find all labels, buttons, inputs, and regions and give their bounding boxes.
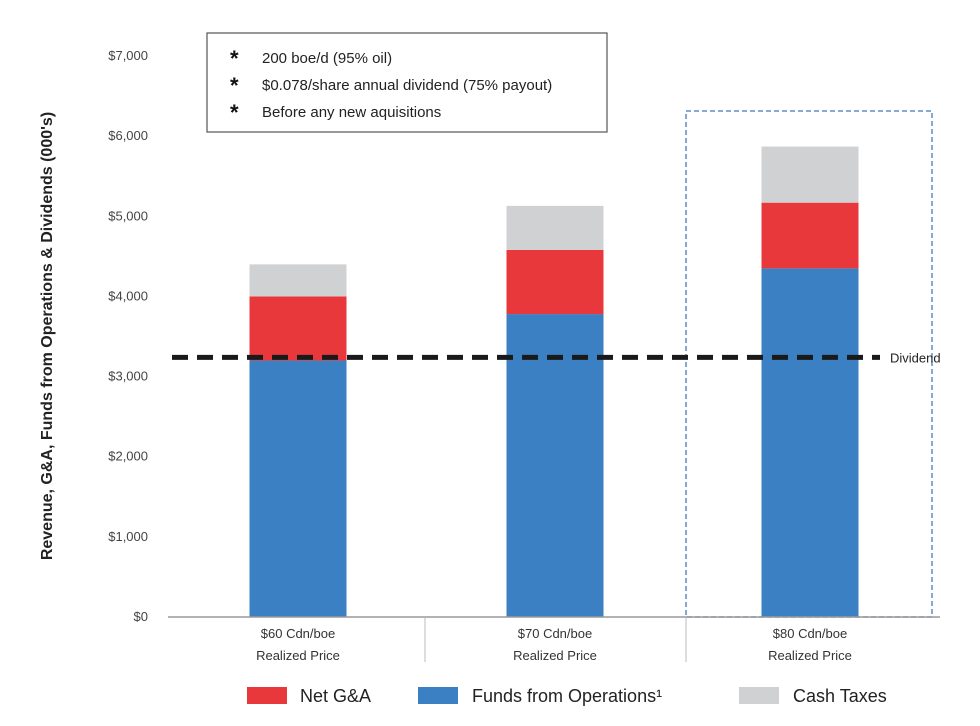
legend-label: Net G&A [300, 686, 371, 706]
y-tick-label: $5,000 [108, 208, 148, 223]
x-tick-label: Realized Price [513, 648, 597, 663]
bar-net-g-a [761, 202, 859, 269]
y-tick-label: $2,000 [108, 449, 148, 464]
x-tick-label: $80 Cdn/boe [773, 626, 847, 641]
legend-label: Cash Taxes [793, 686, 887, 706]
asterisk-icon: * [230, 100, 239, 125]
bar-cash-taxes [249, 264, 347, 297]
dividend-label: Dividend [890, 350, 941, 365]
asterisk-icon: * [230, 73, 239, 98]
y-tick-label: $7,000 [108, 48, 148, 63]
x-tick-label: $70 Cdn/boe [518, 626, 592, 641]
y-axis-label: Revenue, G&A, Funds from Operations & Di… [39, 112, 56, 560]
legend-swatch [418, 687, 458, 704]
y-tick-label: $3,000 [108, 369, 148, 384]
legend-swatch [247, 687, 287, 704]
y-tick-label: $0 [134, 609, 148, 624]
bar-cash-taxes [761, 146, 859, 203]
note-text: Before any new aquisitions [262, 104, 441, 121]
y-tick-label: $4,000 [108, 288, 148, 303]
x-tick-label: Realized Price [768, 648, 852, 663]
bar-funds-from-operations- [761, 268, 859, 617]
bar-net-g-a [249, 296, 347, 361]
x-tick-label: $60 Cdn/boe [261, 626, 335, 641]
legend-label: Funds from Operations¹ [472, 686, 662, 706]
note-text: 200 boe/d (95% oil) [262, 50, 392, 67]
bar-cash-taxes [506, 205, 604, 250]
note-text: $0.078/share annual dividend (75% payout… [262, 77, 552, 94]
bar-net-g-a [506, 249, 604, 315]
x-tick-label: Realized Price [256, 648, 340, 663]
bar-funds-from-operations- [506, 314, 604, 617]
bar-funds-from-operations- [249, 360, 347, 617]
y-tick-label: $6,000 [108, 128, 148, 143]
asterisk-icon: * [230, 46, 239, 71]
y-tick-label: $1,000 [108, 529, 148, 544]
notes-box [206, 32, 608, 133]
legend-swatch [739, 687, 779, 704]
